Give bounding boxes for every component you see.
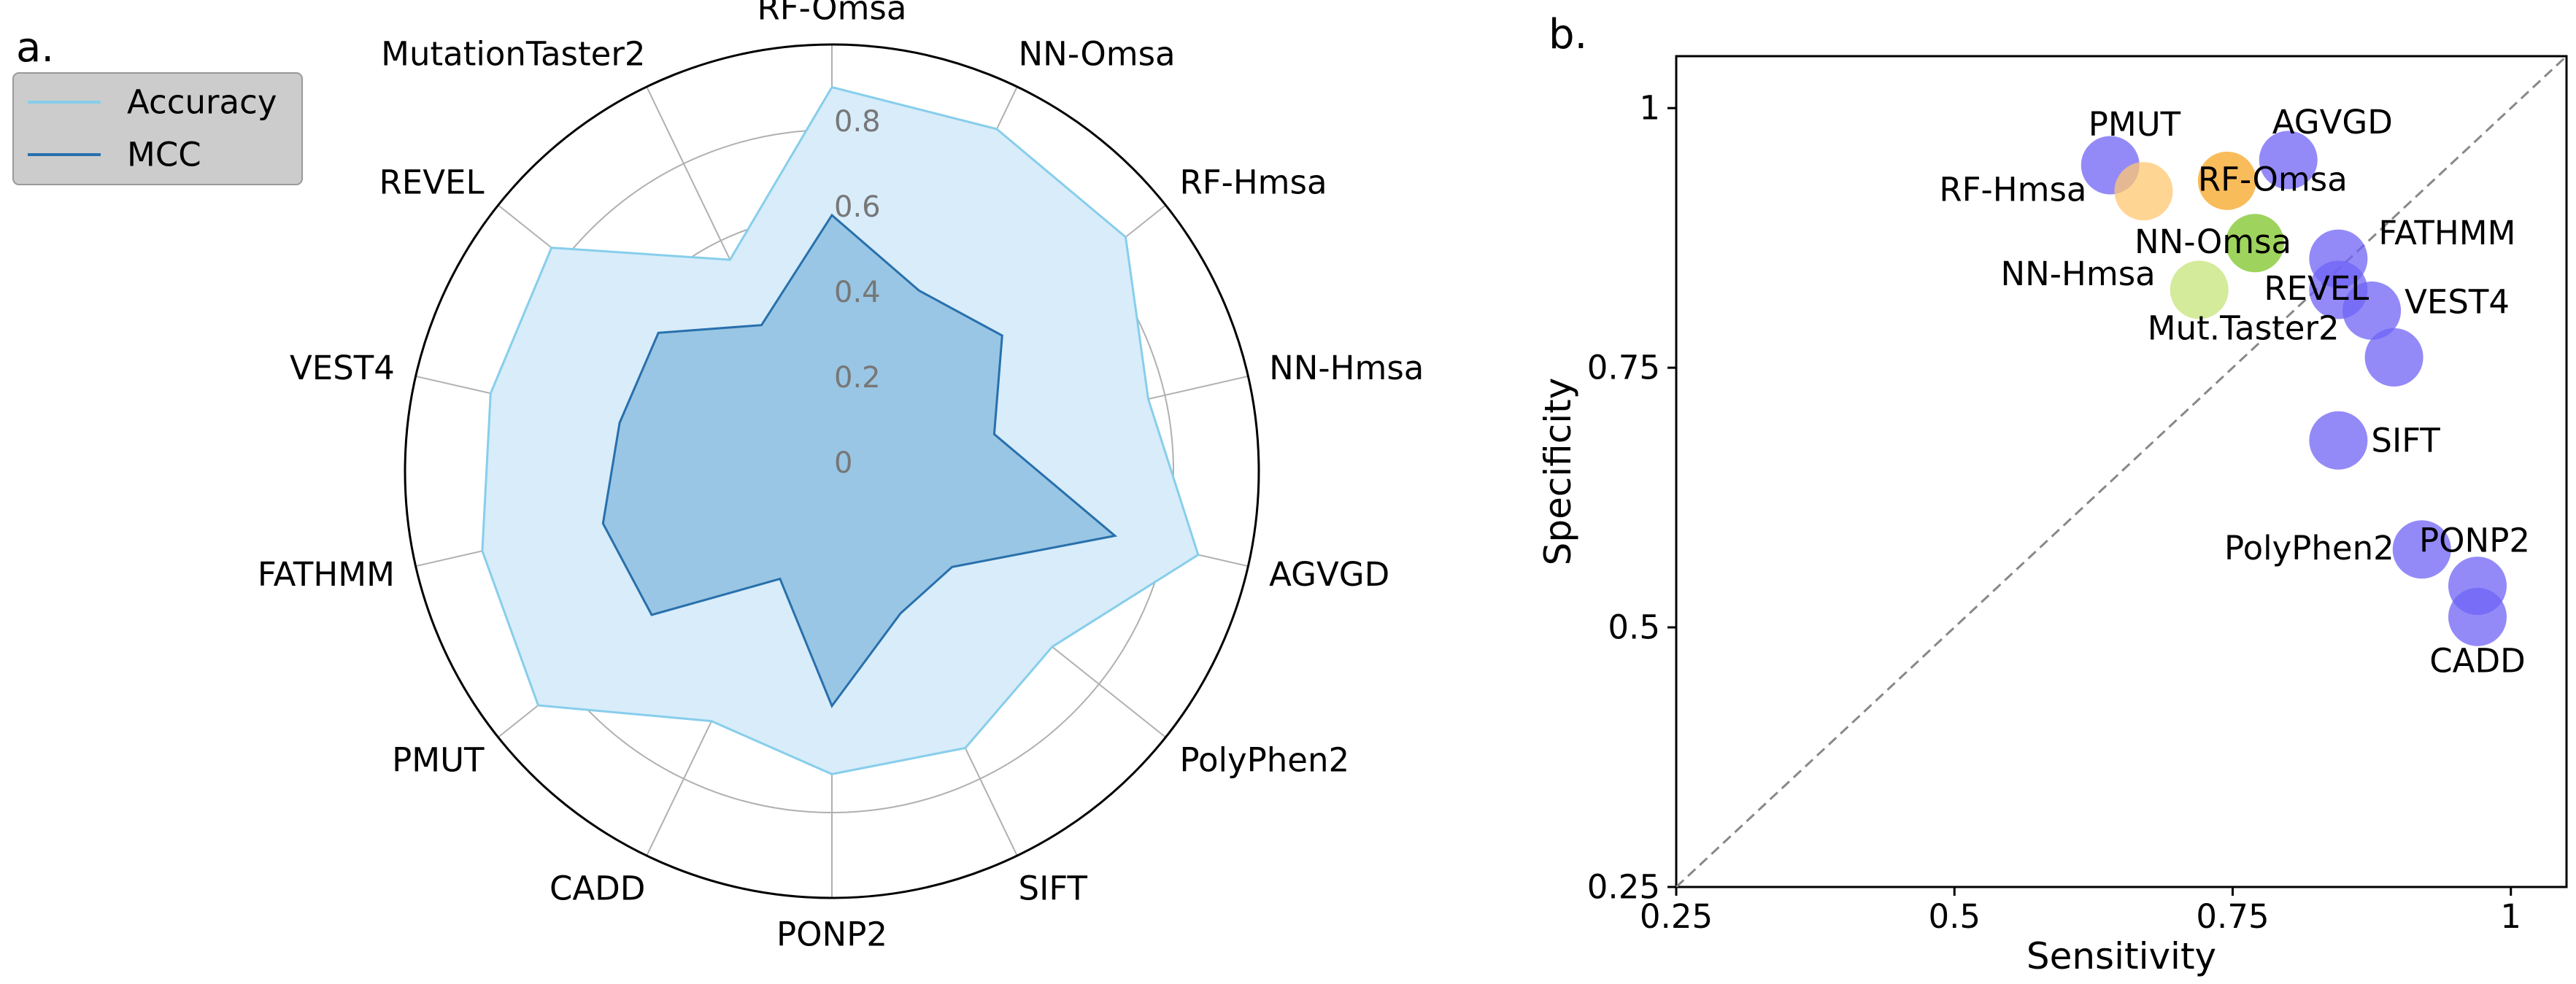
category-label: MutationTaster2 — [381, 34, 645, 73]
x-tick-label: 0.75 — [2196, 897, 2269, 936]
point-marker-cadd — [2448, 587, 2507, 646]
series-polygon-mcc — [601, 213, 1118, 708]
panel-label-a: a. — [16, 24, 54, 71]
point-label: AGVGD — [2272, 103, 2393, 142]
legend-label-mcc: MCC — [127, 136, 201, 174]
point-marker-vest4 — [2342, 281, 2402, 340]
point-label: REVEL — [2264, 269, 2369, 308]
category-label: VEST4 — [290, 349, 395, 387]
x-axis-label: Sensitivity — [2027, 935, 2216, 977]
point-label: PMUT — [2089, 105, 2181, 144]
radar-legend: Accuracy MCC — [12, 72, 303, 185]
point-label: CADD — [2429, 641, 2526, 680]
category-label: RF-Hmsa — [1179, 163, 1327, 202]
category-label: PolyPhen2 — [1179, 740, 1349, 779]
point-label: PolyPhen2 — [2224, 529, 2394, 567]
category-label: RF-Omsa — [757, 0, 907, 28]
point-label: NN-Omsa — [2135, 222, 2291, 261]
legend-label-accuracy: Accuracy — [127, 83, 277, 122]
y-axis-label: Specificity — [1537, 378, 1579, 566]
radial-tick-label: 0.6 — [834, 190, 881, 224]
radial-tick-label: 0.8 — [834, 105, 881, 139]
point-label: PONP2 — [2419, 522, 2530, 560]
category-label: AGVGD — [1269, 555, 1389, 594]
panel-label-b: b. — [1549, 11, 1587, 58]
x-tick-label: 0.25 — [1640, 897, 1713, 936]
x-tick-label: 0.5 — [1928, 897, 1981, 936]
diagonal-reference-line — [1675, 55, 2568, 888]
radar-frame — [404, 43, 1260, 899]
point-marker-sift — [2309, 411, 2368, 470]
category-label: REVEL — [379, 163, 485, 202]
y-tick-label: 1 — [1639, 89, 1660, 128]
point-marker-nn-hmsa — [2170, 260, 2229, 319]
point-label: SIFT — [2371, 421, 2440, 460]
x-tick-label: 1 — [2500, 897, 2521, 936]
category-label: CADD — [549, 869, 646, 908]
point-label: FATHMM — [2378, 214, 2515, 252]
point-label: Mut.Taster2 — [2148, 309, 2340, 347]
y-tick-label: 0.5 — [1608, 608, 1660, 647]
point-marker-rf-hmsa — [2114, 162, 2173, 221]
point-marker-rf-omsa — [2197, 151, 2256, 210]
y-tick-label: 0.75 — [1587, 349, 1660, 387]
point-label: RF-Hmsa — [1939, 171, 2086, 209]
plot-frame — [1675, 55, 2568, 888]
y-tick-label: 0.25 — [1587, 868, 1660, 907]
point-marker-polyphen2 — [2392, 520, 2451, 579]
radial-tick-label: 0.2 — [834, 361, 881, 395]
category-label: FATHMM — [258, 555, 395, 594]
category-label: PMUT — [392, 740, 485, 779]
point-label: VEST4 — [2405, 282, 2510, 321]
radar-chart: 0 0.2 0.4 0.6 0.8 RF-Omsa NN-Omsa RF-Hmsa NN-Hms… — [258, 0, 1424, 954]
point-label: RF-Omsa — [2198, 160, 2348, 198]
scatter-chart: 0.25 0.5 0.75 1 0.25 0.5 0.75 1 Sensitivity Speci… — [1537, 55, 2568, 977]
radial-tick-label: 0.4 — [834, 276, 881, 309]
category-label: SIFT — [1019, 869, 1088, 908]
point-marker-nn-omsa — [2226, 214, 2284, 273]
point-marker-agvgd — [2259, 131, 2318, 190]
point-marker-muttaster2 — [2364, 328, 2423, 387]
point-label: NN-Hmsa — [2000, 255, 2155, 293]
category-label: NN-Omsa — [1019, 34, 1176, 73]
radial-tick-label: 0 — [834, 446, 852, 480]
category-label: NN-Hmsa — [1269, 349, 1424, 387]
category-label: PONP2 — [776, 915, 887, 954]
